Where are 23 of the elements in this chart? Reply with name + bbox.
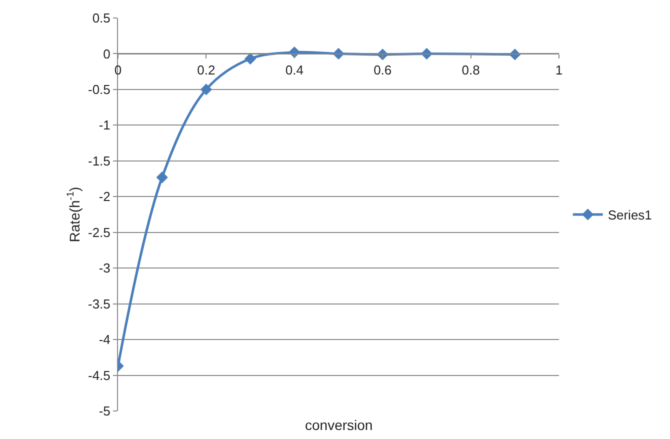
point	[200, 84, 212, 96]
y-tick-label: -3	[98, 260, 110, 276]
x-tick-label: 0	[114, 62, 122, 78]
point	[244, 52, 256, 65]
point	[156, 171, 168, 184]
y-tick-label: -4.5	[88, 368, 110, 383]
x-axis-title: conversion	[305, 417, 373, 433]
x-tick-label: 0.4	[285, 62, 304, 78]
x-tick-label: 0.6	[374, 62, 392, 78]
legend-label: Series1	[608, 208, 652, 223]
y-tick-label: -0.5	[88, 82, 110, 97]
x-tick-label: 1	[555, 62, 563, 78]
y-tick-label: -4	[98, 332, 110, 348]
y-tick-label: -3.5	[88, 296, 110, 312]
y-tick-label: -2	[98, 189, 110, 204]
y-tick-label: -2.5	[88, 224, 110, 240]
y-tick-label: -1.5	[88, 153, 110, 168]
y-tick-label: 0	[103, 46, 110, 62]
x-tick-label: 0.2	[197, 62, 216, 78]
y-tick-label: -5	[98, 404, 110, 419]
x-tick-label: 0.8	[462, 62, 480, 78]
y-tick-label: -1	[98, 118, 110, 133]
y-tick-label: 0.5	[92, 10, 110, 26]
